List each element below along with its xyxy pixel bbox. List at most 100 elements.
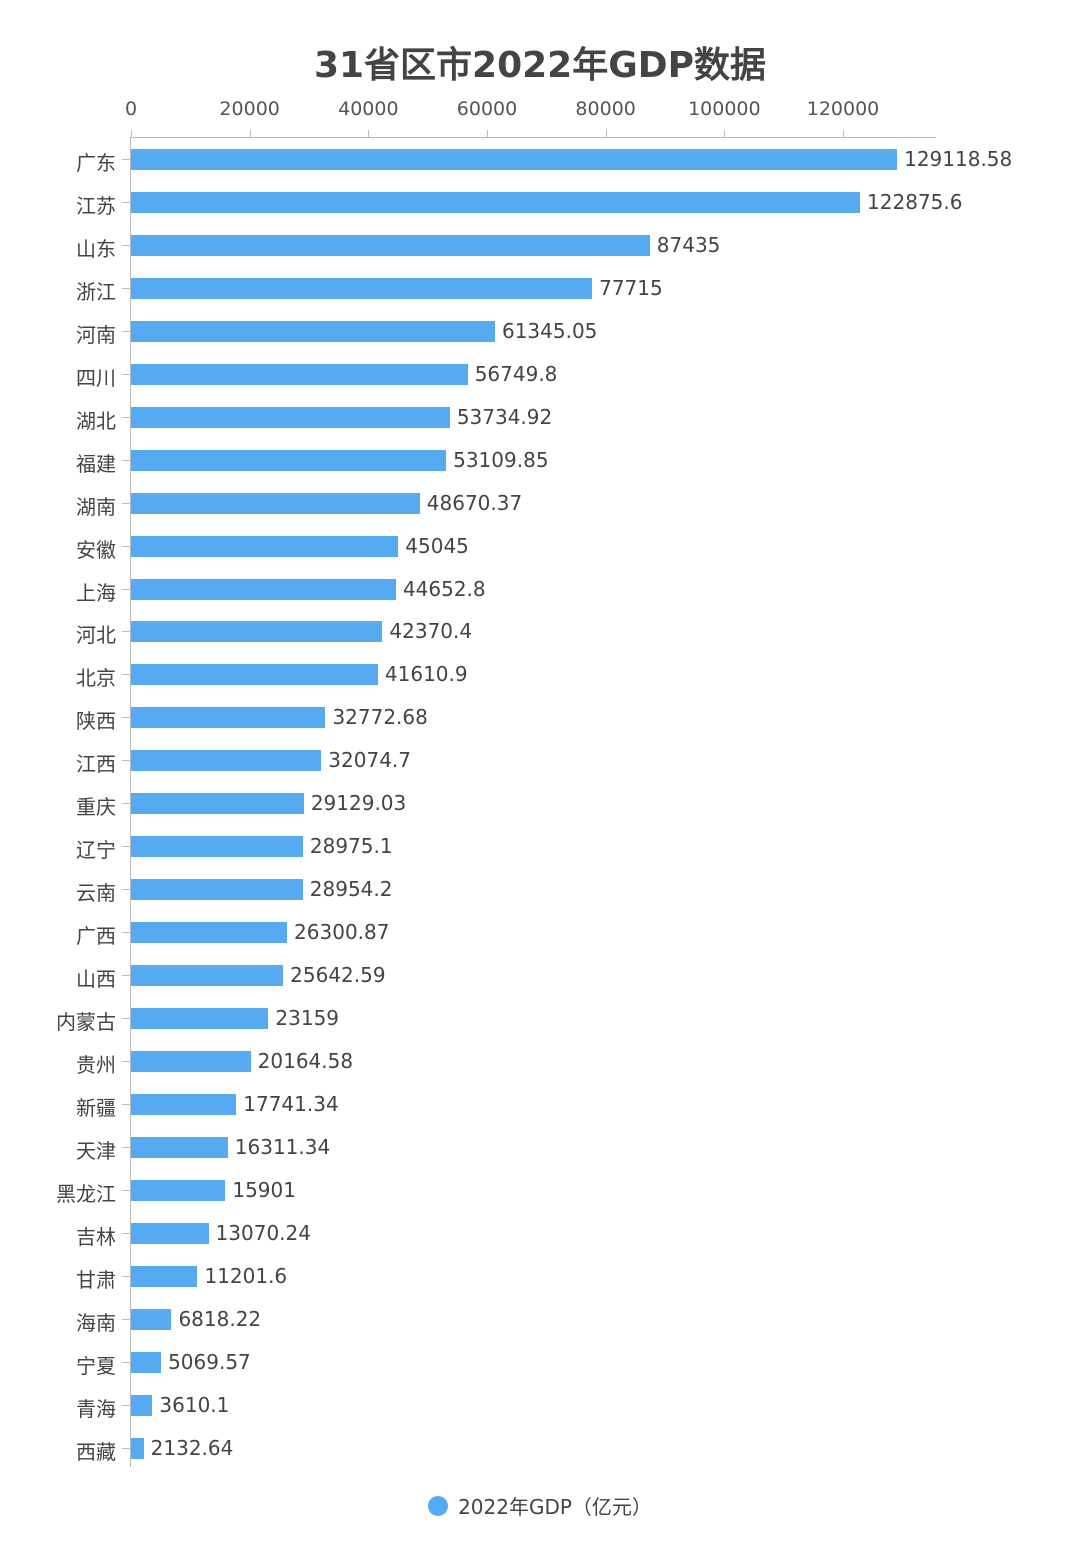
category-label: 安徽 xyxy=(76,537,116,562)
bar-row: 广东 129118.58 xyxy=(0,138,1080,181)
y-axis-tick xyxy=(122,760,130,762)
bar-row: 内蒙古 23159 xyxy=(0,997,1080,1040)
bar-row: 甘肃 11201.6 xyxy=(0,1255,1080,1298)
bar[interactable] xyxy=(131,879,303,901)
y-axis-tick xyxy=(122,201,130,203)
category-label: 宁夏 xyxy=(76,1353,116,1378)
y-axis-line xyxy=(130,137,131,1467)
bar-row: 云南 28954.2 xyxy=(0,868,1080,911)
x-axis-tick xyxy=(487,130,488,137)
y-axis-tick xyxy=(122,846,130,848)
bar[interactable] xyxy=(131,277,593,299)
bar[interactable] xyxy=(131,320,495,342)
bar[interactable] xyxy=(131,1222,209,1244)
bar[interactable] xyxy=(131,578,396,600)
y-axis-tick xyxy=(122,1146,130,1148)
value-label: 45045 xyxy=(405,533,469,558)
bar[interactable] xyxy=(131,750,322,772)
category-label: 江西 xyxy=(76,752,116,777)
category-label: 河南 xyxy=(76,322,116,347)
bar-row: 吉林 13070.24 xyxy=(0,1212,1080,1255)
value-label: 17741.34 xyxy=(243,1091,339,1116)
bar[interactable] xyxy=(131,1093,237,1115)
legend[interactable]: 2022年GDP（亿元） xyxy=(0,1491,1080,1520)
bar[interactable] xyxy=(131,234,650,256)
bar[interactable] xyxy=(131,1394,153,1416)
category-label: 湖北 xyxy=(76,408,116,433)
bar[interactable] xyxy=(131,922,288,944)
y-axis-tick xyxy=(122,502,130,504)
bar[interactable] xyxy=(131,149,898,170)
x-tick-label: 40000 xyxy=(338,98,399,120)
bar-row: 上海 44652.8 xyxy=(0,568,1080,611)
y-axis-tick xyxy=(122,889,130,891)
bar[interactable] xyxy=(131,1050,251,1072)
bar-row: 山东 87435 xyxy=(0,224,1080,267)
category-label: 陕西 xyxy=(76,709,116,734)
bar-row: 青海 3610.1 xyxy=(0,1384,1080,1427)
category-label: 江苏 xyxy=(76,193,116,218)
category-label: 青海 xyxy=(76,1396,116,1421)
value-label: 28954.2 xyxy=(309,877,393,902)
bar[interactable] xyxy=(131,191,861,213)
bar[interactable] xyxy=(131,1351,162,1373)
bar[interactable] xyxy=(131,449,447,471)
value-label: 20164.58 xyxy=(257,1048,354,1073)
value-label: 11201.6 xyxy=(204,1263,288,1288)
x-axis-tick xyxy=(249,130,251,137)
value-label: 28975.1 xyxy=(309,834,393,859)
value-label: 26300.87 xyxy=(294,920,390,945)
value-label: 23159 xyxy=(275,1006,340,1030)
bar[interactable] xyxy=(131,1008,269,1029)
x-tick-label: 100000 xyxy=(688,98,761,120)
bar[interactable] xyxy=(131,1437,144,1459)
x-axis-tick xyxy=(843,130,844,137)
category-label: 河北 xyxy=(76,623,116,648)
x-tick-label: 80000 xyxy=(575,98,636,120)
bar[interactable] xyxy=(131,363,468,385)
y-axis-tick xyxy=(122,459,130,461)
category-label: 山东 xyxy=(76,236,116,261)
bar[interactable] xyxy=(131,535,399,557)
category-label: 辽宁 xyxy=(76,838,116,863)
bar[interactable] xyxy=(131,836,303,858)
bar[interactable] xyxy=(131,1136,228,1158)
y-axis-tick xyxy=(122,717,130,719)
chart-title: 31省区市2022年GDP数据 xyxy=(313,45,767,86)
y-axis-tick xyxy=(122,416,130,418)
y-axis-tick xyxy=(122,803,130,805)
value-label: 87435 xyxy=(656,232,721,257)
value-label: 6818.22 xyxy=(178,1306,262,1331)
category-label: 黑龙江 xyxy=(56,1181,116,1206)
bar[interactable] xyxy=(131,793,304,815)
y-axis-tick xyxy=(122,1060,130,1062)
bar[interactable] xyxy=(131,1308,172,1330)
bar[interactable] xyxy=(131,492,420,514)
y-axis-tick xyxy=(122,1018,130,1019)
bar-row: 天津 16311.34 xyxy=(0,1126,1080,1169)
category-label: 吉林 xyxy=(76,1224,116,1249)
category-label: 山西 xyxy=(76,967,116,992)
category-label: 四川 xyxy=(76,365,116,390)
bar[interactable] xyxy=(131,664,378,686)
bar-row: 福建 53109.85 xyxy=(0,439,1080,482)
x-axis-tick xyxy=(724,130,726,137)
value-label: 56749.8 xyxy=(474,361,558,386)
category-label: 海南 xyxy=(76,1310,116,1335)
bar-row: 山西 25642.59 xyxy=(0,954,1080,997)
bar[interactable] xyxy=(131,406,450,428)
legend-marker-icon xyxy=(428,1495,449,1516)
bar-row: 江苏 122875.6 xyxy=(0,181,1080,224)
bar-row: 黑龙江 15901 xyxy=(0,1169,1080,1212)
bar[interactable] xyxy=(131,1179,226,1201)
bar[interactable] xyxy=(131,965,284,987)
bar[interactable] xyxy=(131,621,383,643)
bar[interactable] xyxy=(131,707,326,729)
value-label: 53734.92 xyxy=(456,404,553,429)
y-axis-tick xyxy=(122,373,130,375)
bar[interactable] xyxy=(131,1265,198,1287)
y-axis-tick xyxy=(122,1318,130,1320)
bar-row: 河南 61345.05 xyxy=(0,310,1080,353)
category-label: 新疆 xyxy=(76,1095,116,1120)
y-axis-tick xyxy=(122,932,130,934)
